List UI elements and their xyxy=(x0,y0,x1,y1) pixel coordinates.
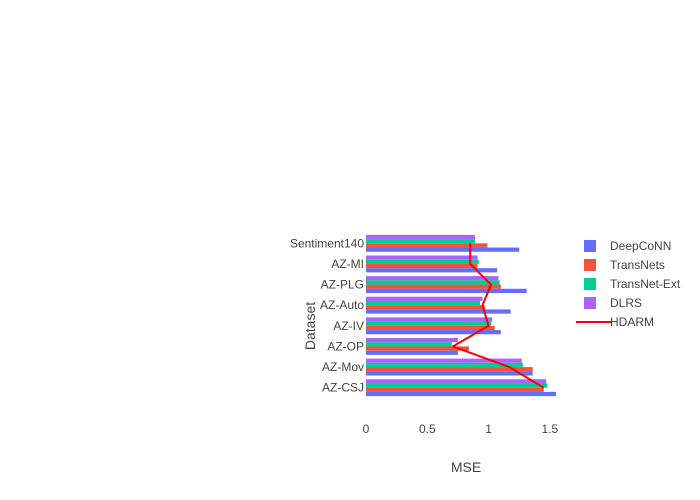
bar-transnet-ext-az-mi[interactable] xyxy=(366,259,479,264)
y-tick-label: Sentiment140 xyxy=(290,236,364,250)
bar-transnets-az-op[interactable] xyxy=(366,346,469,351)
bar-transnets-az-iv[interactable] xyxy=(366,325,495,331)
bar-deepconn-az-mov[interactable] xyxy=(366,371,533,376)
bar-dlrs-az-op[interactable] xyxy=(366,337,458,343)
y-tick-label: AZ-Mov xyxy=(322,360,364,374)
bar-dlrs-az-csj[interactable] xyxy=(366,379,547,384)
bar-dlrs-az-plg[interactable] xyxy=(366,276,499,281)
bar-deepconn-az-plg[interactable] xyxy=(366,288,527,294)
bar-deepconn-az-mi[interactable] xyxy=(366,268,498,273)
bar-dlrs-az-iv[interactable] xyxy=(366,317,493,322)
bar-deepconn-az-iv[interactable] xyxy=(366,330,501,335)
bar-transnet-ext-az-iv[interactable] xyxy=(366,321,492,326)
x-tick-label: 0 xyxy=(363,422,370,436)
legend-label: DeepCoNN xyxy=(610,239,671,253)
legend-label: HDARM xyxy=(610,315,654,329)
bar-transnet-ext-sentiment140[interactable] xyxy=(366,239,476,244)
legend-swatch xyxy=(584,240,596,252)
bar-transnet-ext-az-csj[interactable] xyxy=(366,383,548,388)
line-hdarm[interactable] xyxy=(452,243,545,389)
y-tick-label: AZ-PLG xyxy=(321,278,364,292)
x-tick-label: 0.5 xyxy=(419,422,436,436)
bars-layer xyxy=(366,234,556,397)
bar-transnets-az-mi[interactable] xyxy=(366,263,478,269)
legend-item-deepconn[interactable]: DeepCoNN xyxy=(584,239,671,253)
bar-transnet-ext-az-mov[interactable] xyxy=(366,362,523,368)
bar-dlrs-az-mi[interactable] xyxy=(366,255,478,260)
x-axis-title: MSE xyxy=(451,459,481,475)
bar-dlrs-az-mov[interactable] xyxy=(366,358,522,363)
legend[interactable]: DeepCoNN TransNets TransNet-Ext DLRS HDARM xyxy=(576,239,681,329)
bar-deepconn-az-op[interactable] xyxy=(366,350,458,355)
legend-item-transnet-ext[interactable]: TransNet-Ext xyxy=(584,277,681,291)
legend-item-dlrs[interactable]: DLRS xyxy=(584,296,642,310)
bar-transnets-az-csj[interactable] xyxy=(366,387,544,392)
y-axis-ticks: AZ-CSJ AZ-Mov AZ-OP AZ-IV AZ-Auto AZ-PLG AZ-MI… xyxy=(290,236,364,394)
bar-deepconn-az-auto[interactable] xyxy=(366,309,511,314)
bar-transnets-az-mov[interactable] xyxy=(366,367,533,372)
legend-swatch xyxy=(584,259,596,271)
legend-swatch xyxy=(584,278,596,290)
y-tick-label: AZ-MI xyxy=(331,257,364,271)
legend-item-transnets[interactable]: TransNets xyxy=(584,258,665,272)
y-axis-title: Dataset xyxy=(302,302,318,350)
bar-deepconn-az-csj[interactable] xyxy=(366,391,556,397)
line-layer xyxy=(452,243,545,389)
bar-deepconn-sentiment140[interactable] xyxy=(366,247,520,252)
y-tick-label: AZ-IV xyxy=(333,319,364,333)
bar-transnets-az-auto[interactable] xyxy=(366,305,485,310)
legend-label: DLRS xyxy=(610,296,642,310)
legend-label: TransNet-Ext xyxy=(610,277,681,291)
legend-swatch xyxy=(584,297,596,309)
y-tick-label: AZ-CSJ xyxy=(322,381,364,395)
y-tick-label: AZ-OP xyxy=(327,339,364,353)
x-tick-label: 1.5 xyxy=(542,422,559,436)
legend-label: TransNets xyxy=(610,258,665,272)
bar-transnet-ext-az-plg[interactable] xyxy=(366,280,500,285)
bar-transnets-sentiment140[interactable] xyxy=(366,243,488,248)
bar-transnets-az-plg[interactable] xyxy=(366,284,501,289)
bar-dlrs-sentiment140[interactable] xyxy=(366,234,476,240)
y-tick-label: AZ-Auto xyxy=(320,298,364,312)
bar-transnet-ext-az-auto[interactable] xyxy=(366,300,480,306)
bar-transnet-ext-az-op[interactable] xyxy=(366,342,452,347)
legend-item-hdarm[interactable]: HDARM xyxy=(576,315,654,329)
x-axis-ticks: 0 0.5 1 1.5 xyxy=(363,422,559,436)
bar-dlrs-az-auto[interactable] xyxy=(366,296,483,301)
x-tick-label: 1 xyxy=(485,422,492,436)
